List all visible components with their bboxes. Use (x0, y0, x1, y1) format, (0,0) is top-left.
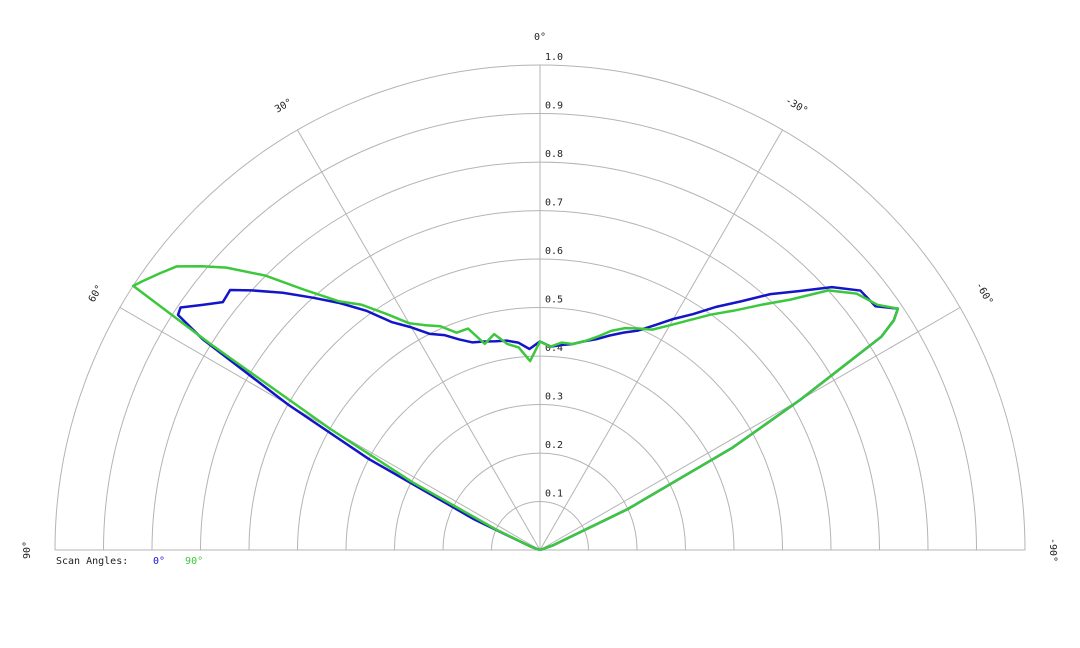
r-tick-label: 0.2 (545, 440, 563, 451)
theta-tick-label: -90° (1047, 538, 1058, 562)
r-tick-label: 0.4 (545, 343, 563, 354)
r-tick-label: 0.9 (545, 101, 563, 112)
legend-entry: 90° (185, 556, 203, 567)
r-tick-label: 0.7 (545, 198, 563, 209)
grid: 0.1 0.2 0.3 0.4 0.5 0.6 0.7 0.8 0.9 1.0 90° 60° 30° 0… (22, 32, 1058, 562)
r-tick-label: 0.1 (545, 489, 563, 500)
legend-entry: 0° (153, 556, 165, 567)
theta-tick-label: -60° (973, 281, 995, 307)
r-tick-label: 0.6 (545, 246, 563, 257)
r-tick-label: 0.3 (545, 392, 563, 403)
theta-tick-label: 30° (273, 97, 294, 116)
grid-spoke (539, 129, 783, 551)
grid-spoke (539, 307, 961, 551)
grid-spoke (297, 129, 541, 551)
plot-area (131, 265, 900, 552)
r-tick-label: 0.5 (545, 295, 563, 306)
theta-tick-label: -30° (783, 95, 809, 117)
r-tick-label: 1.0 (545, 52, 563, 63)
theta-tick-label: 90° (22, 541, 33, 559)
theta-tick-label: 0° (534, 32, 546, 43)
legend-title: Scan Angles: (56, 556, 128, 567)
series-line (176, 285, 900, 552)
r-tick-label: 0.8 (545, 149, 563, 160)
series-line (131, 265, 900, 552)
theta-tick-label: 60° (87, 283, 106, 304)
